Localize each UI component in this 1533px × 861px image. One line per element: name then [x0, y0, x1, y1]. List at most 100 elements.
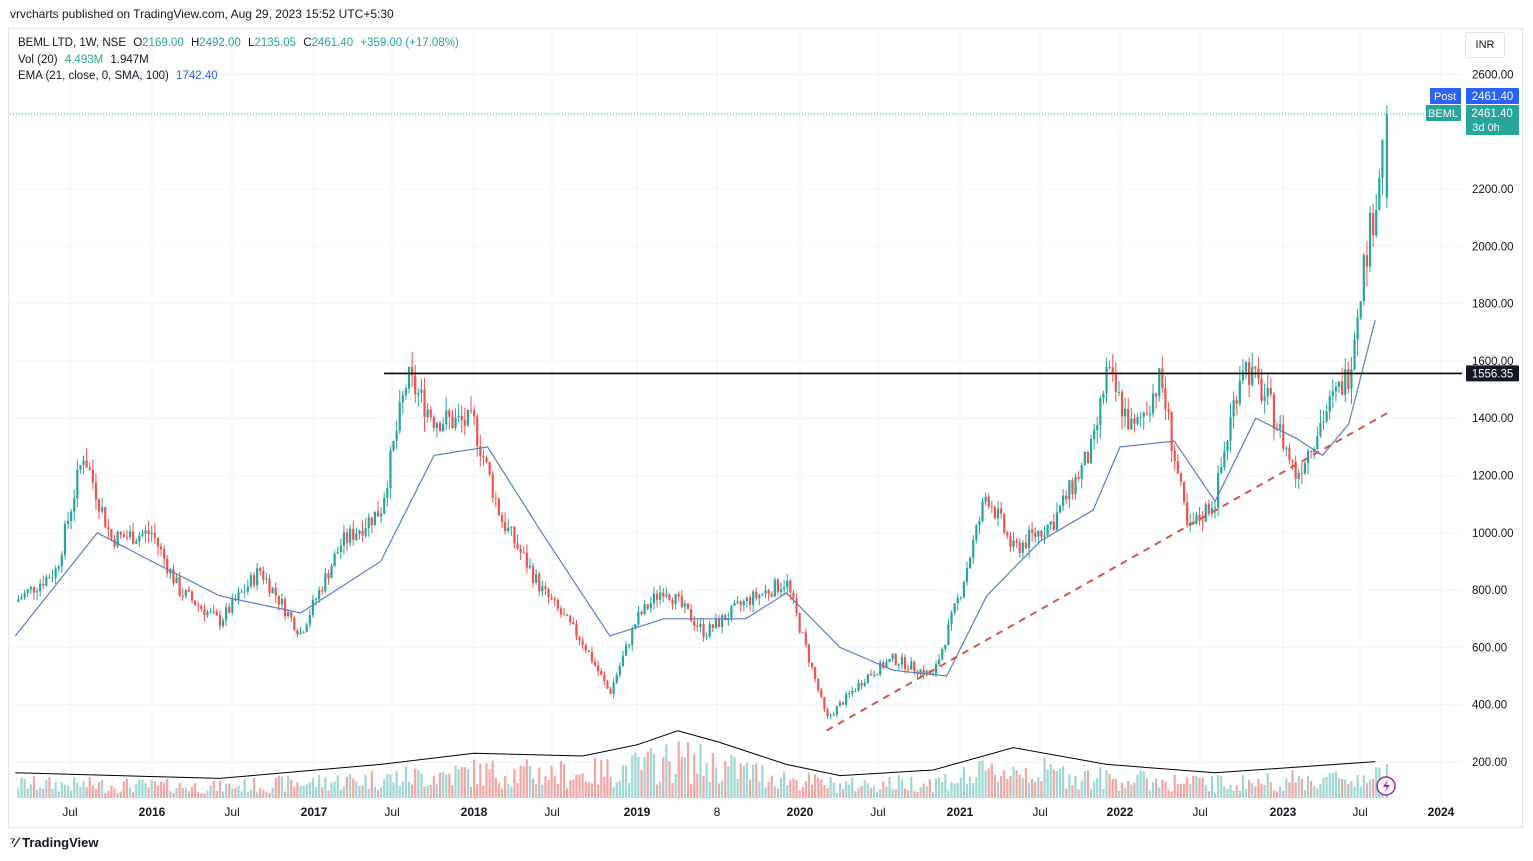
volume-bar: [556, 783, 559, 798]
volume-bar: [1046, 769, 1049, 798]
volume-bar: [1257, 778, 1260, 798]
volume-bar: [1229, 784, 1232, 798]
volume-bar: [345, 776, 349, 798]
volume-bar: [1207, 791, 1210, 798]
candle-body: [45, 576, 48, 586]
candle-body: [659, 592, 662, 600]
volume-bar: [525, 759, 528, 798]
candle-body: [1272, 394, 1276, 429]
volume-bar: [981, 760, 984, 798]
volume-bar: [497, 783, 501, 798]
volume-bar: [482, 785, 485, 798]
volume-bar: [1306, 775, 1310, 798]
volume-bar: [810, 784, 814, 798]
candle-body: [60, 555, 63, 567]
volume-bar: [838, 783, 842, 798]
candle-body: [894, 654, 897, 665]
candle-body: [460, 415, 463, 421]
candle-body: [1232, 400, 1235, 417]
candle-body: [919, 669, 922, 675]
candle-body: [569, 615, 572, 622]
candle-body: [345, 532, 349, 543]
volume-bar: [147, 787, 150, 798]
candle-body: [848, 693, 851, 695]
volume-bar: [1344, 779, 1347, 798]
candle-body: [485, 457, 488, 462]
candle-body: [147, 530, 150, 535]
volume-bar: [1251, 783, 1254, 798]
candle-body: [643, 604, 646, 615]
candle-body: [832, 714, 835, 716]
volume-bar: [1297, 776, 1300, 798]
volume-bar: [1266, 773, 1269, 798]
volume-bar: [987, 768, 990, 798]
y-axis-tick-label: 800.00: [1472, 585, 1507, 597]
volume-bar: [1049, 763, 1052, 798]
volume-bar: [237, 785, 240, 798]
candle-body: [1068, 480, 1071, 500]
volume-bar: [187, 791, 191, 798]
candle-body: [1037, 531, 1040, 537]
candle-body: [913, 661, 916, 672]
candle-body: [823, 696, 826, 710]
volume-bar: [618, 780, 621, 798]
volume-bar: [442, 771, 445, 798]
volume-bar: [758, 781, 761, 798]
close-label: C: [303, 37, 312, 49]
candle-body: [212, 611, 215, 613]
candle-body: [1012, 540, 1015, 547]
volume-bar: [243, 779, 246, 798]
high-value: 2492.00: [199, 37, 241, 49]
volume-bar: [1139, 770, 1142, 798]
candle-body: [1297, 472, 1300, 479]
candle-body: [336, 551, 339, 554]
candle-body: [736, 601, 739, 604]
candle-body: [200, 605, 203, 609]
candle-body: [559, 608, 563, 615]
ema-label: EMA (21, close, 0, SMA, 100): [18, 70, 169, 82]
candle-body: [510, 526, 513, 528]
volume-bar: [900, 779, 904, 798]
x-axis-tick-label: Jul: [1352, 805, 1367, 819]
candle-body: [73, 498, 76, 512]
volume-bar: [23, 779, 26, 798]
volume-bar: [643, 756, 646, 798]
volume-bar: [907, 790, 910, 798]
currency-button[interactable]: INR: [1465, 32, 1505, 58]
low-label: L: [248, 37, 255, 49]
volume-bar: [246, 791, 249, 798]
volume-bar: [324, 777, 327, 798]
volume-bar: [972, 782, 975, 798]
volume-bar: [922, 783, 925, 798]
volume-bar: [621, 765, 625, 798]
volume-bar: [358, 785, 361, 798]
volume-bar: [1241, 775, 1245, 798]
candle-body: [1322, 421, 1325, 423]
candle-body: [42, 583, 45, 586]
candle-body: [367, 517, 370, 529]
volume-bar: [463, 767, 466, 798]
volume-bar: [259, 788, 262, 798]
candle-body: [438, 423, 442, 432]
volume-bar: [1158, 787, 1161, 798]
candle-body: [612, 682, 615, 694]
volume-bar: [891, 789, 894, 798]
candle-body: [265, 578, 268, 580]
volume-bar: [70, 790, 73, 798]
candle-body: [432, 417, 435, 428]
x-axis-tick-label: 2016: [139, 805, 166, 819]
volume-bar: [1108, 773, 1111, 798]
candle-body: [166, 558, 169, 574]
volume-bar: [581, 773, 584, 798]
volume-bar: [699, 744, 702, 798]
candle-body: [838, 702, 842, 707]
candle-body: [302, 631, 305, 633]
volume-bar: [485, 763, 488, 798]
candle-body: [590, 651, 594, 662]
candle-body: [451, 416, 454, 428]
candle-body: [1381, 140, 1384, 178]
candle-body: [637, 611, 640, 625]
volume-bar: [1331, 772, 1334, 798]
volume-bar: [1213, 792, 1217, 798]
